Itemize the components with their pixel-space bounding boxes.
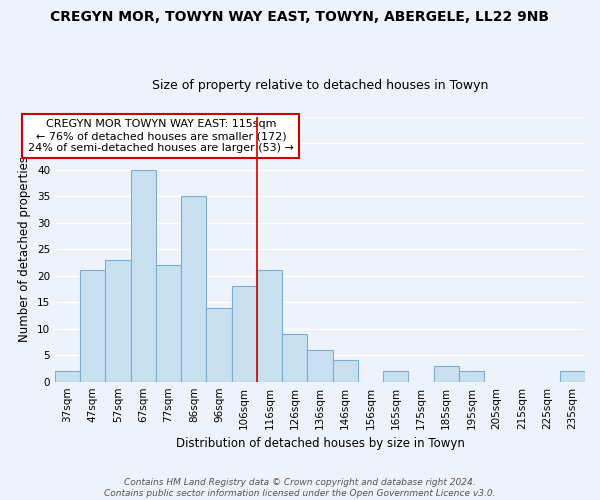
Bar xyxy=(383,371,409,382)
Bar xyxy=(80,270,106,382)
Bar xyxy=(282,334,307,382)
Bar xyxy=(232,286,257,382)
Text: CREGYN MOR TOWYN WAY EAST: 115sqm
← 76% of detached houses are smaller (172)
24%: CREGYN MOR TOWYN WAY EAST: 115sqm ← 76% … xyxy=(28,120,294,152)
Title: Size of property relative to detached houses in Towyn: Size of property relative to detached ho… xyxy=(152,79,488,92)
Bar xyxy=(459,371,484,382)
Y-axis label: Number of detached properties: Number of detached properties xyxy=(18,156,31,342)
Bar xyxy=(332,360,358,382)
Bar xyxy=(560,371,585,382)
Bar xyxy=(156,265,181,382)
Bar xyxy=(131,170,156,382)
Bar xyxy=(307,350,332,382)
Bar xyxy=(106,260,131,382)
Text: CREGYN MOR, TOWYN WAY EAST, TOWYN, ABERGELE, LL22 9NB: CREGYN MOR, TOWYN WAY EAST, TOWYN, ABERG… xyxy=(50,10,550,24)
Bar xyxy=(181,196,206,382)
Bar xyxy=(206,308,232,382)
Text: Contains HM Land Registry data © Crown copyright and database right 2024.
Contai: Contains HM Land Registry data © Crown c… xyxy=(104,478,496,498)
Bar xyxy=(257,270,282,382)
Bar xyxy=(55,371,80,382)
Bar xyxy=(434,366,459,382)
X-axis label: Distribution of detached houses by size in Towyn: Distribution of detached houses by size … xyxy=(176,437,464,450)
